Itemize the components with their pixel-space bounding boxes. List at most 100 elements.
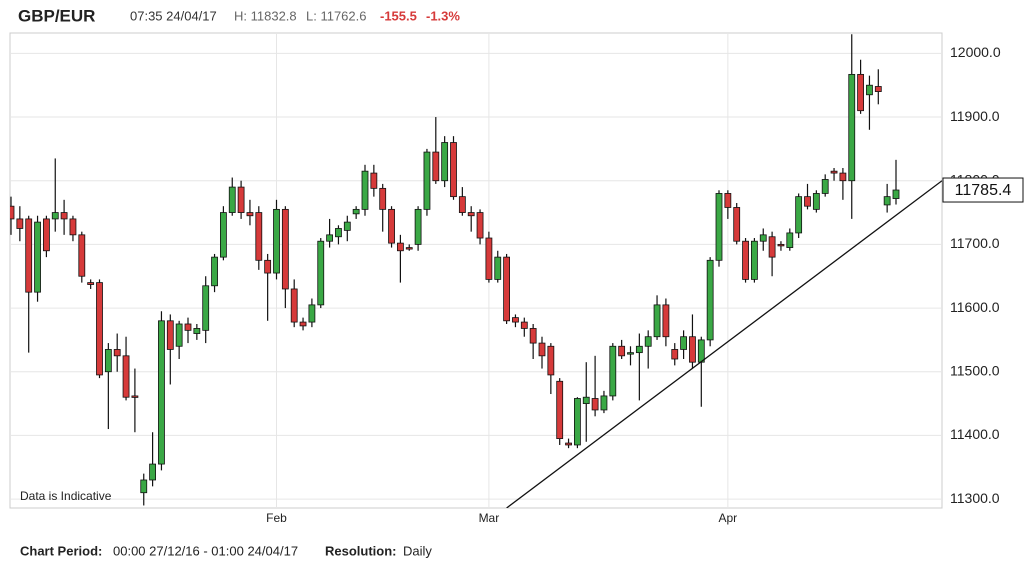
candle-body xyxy=(432,151,440,182)
candle-body xyxy=(609,345,617,397)
candle-body xyxy=(43,218,50,252)
candle-body xyxy=(635,345,643,354)
candle-body xyxy=(51,212,59,220)
candle-body xyxy=(273,208,280,274)
candle-body xyxy=(299,321,307,327)
candle-body xyxy=(866,84,873,96)
candle-body xyxy=(724,193,732,208)
candle-body xyxy=(582,396,590,404)
grid xyxy=(10,33,942,508)
x-tick-label: Mar xyxy=(479,511,500,525)
candle-body xyxy=(874,86,882,92)
symbol: GBP/EUR xyxy=(18,6,95,25)
y-tick-label: 11900.0 xyxy=(950,108,1000,124)
candle-body xyxy=(96,282,103,376)
trendline xyxy=(506,180,942,508)
time: 07:35 24/04/17 xyxy=(130,8,217,23)
candle-body xyxy=(25,218,33,293)
candle-body xyxy=(10,205,15,220)
candle-body xyxy=(131,395,139,398)
candle-body xyxy=(149,463,157,481)
candle-body xyxy=(396,242,404,252)
candle-body xyxy=(255,212,263,261)
candle-body xyxy=(574,398,581,446)
candle-body xyxy=(759,234,767,242)
candle-body xyxy=(308,304,316,323)
candle-body xyxy=(618,345,626,357)
candle-body xyxy=(715,193,723,261)
y-tick-label: 11700.0 xyxy=(950,235,1000,251)
candle-body xyxy=(405,247,413,250)
candle-body xyxy=(158,320,165,465)
candle-body xyxy=(423,151,431,210)
period: 00:00 27/12/16 - 01:00 24/04/17 xyxy=(113,543,298,558)
candle-body xyxy=(184,323,192,331)
candle-body xyxy=(335,228,342,238)
candle-body xyxy=(591,398,599,411)
candle-body xyxy=(326,234,334,242)
change: -155.5 xyxy=(380,8,417,23)
candle-body xyxy=(140,479,148,494)
period-label: Chart Period: xyxy=(20,543,102,558)
candle-body xyxy=(751,240,758,280)
candle-body xyxy=(538,342,546,357)
candle-body xyxy=(361,170,369,210)
low: L: 11762.6 xyxy=(306,8,366,23)
candle-body xyxy=(697,339,705,363)
candle-body xyxy=(281,208,289,290)
candle-body xyxy=(69,218,77,236)
candle-body xyxy=(352,208,360,215)
candle-body xyxy=(680,336,687,350)
candle-body xyxy=(742,240,749,280)
x-tick-label: Apr xyxy=(719,511,738,525)
candle-body xyxy=(34,221,41,293)
candle-body xyxy=(317,240,325,306)
y-tick-label: 11600.0 xyxy=(950,299,1000,315)
candle-body xyxy=(644,336,652,347)
candle-body xyxy=(627,352,634,355)
candle-body xyxy=(892,189,900,199)
candle-body xyxy=(821,179,829,194)
resolution: Daily xyxy=(403,543,432,558)
candle-body xyxy=(246,212,254,217)
candle-body xyxy=(795,196,803,234)
candle-body xyxy=(671,349,679,360)
candle-body xyxy=(839,172,847,182)
candle-body xyxy=(476,212,484,239)
last-price-box xyxy=(942,177,1024,203)
candle-body xyxy=(812,193,820,210)
candle-body xyxy=(219,212,227,258)
candle-body xyxy=(290,288,298,323)
candle-body xyxy=(494,256,502,280)
candle-body xyxy=(662,304,670,338)
candle-body xyxy=(520,321,528,329)
candle-body xyxy=(379,187,387,210)
y-tick-label: 11300.0 xyxy=(950,490,1000,506)
candle-body xyxy=(706,259,714,341)
candle-body xyxy=(830,170,838,174)
candle-body xyxy=(264,259,272,274)
candle-body xyxy=(556,380,564,439)
candle-body xyxy=(370,172,378,189)
change-pct: -1.3% xyxy=(426,8,460,23)
candle-body xyxy=(441,142,449,182)
candle-body xyxy=(804,196,811,207)
candle-body xyxy=(786,232,794,248)
plot-frame xyxy=(9,32,943,509)
candle-body xyxy=(565,442,572,446)
candle-body xyxy=(857,73,864,112)
marks xyxy=(10,34,942,508)
candle-body xyxy=(202,285,210,331)
x-tick-label: Feb xyxy=(266,511,287,525)
candle-body xyxy=(193,328,201,334)
candle-body xyxy=(175,323,183,347)
candle-body xyxy=(388,208,395,244)
candle-body xyxy=(450,142,457,198)
candle-body xyxy=(78,234,86,277)
candle-body xyxy=(16,218,24,229)
candle-body xyxy=(467,212,475,217)
candle-body xyxy=(848,73,856,182)
high: H: 11832.8 xyxy=(234,8,297,23)
candle-body xyxy=(529,328,537,344)
candle-body xyxy=(113,349,121,357)
